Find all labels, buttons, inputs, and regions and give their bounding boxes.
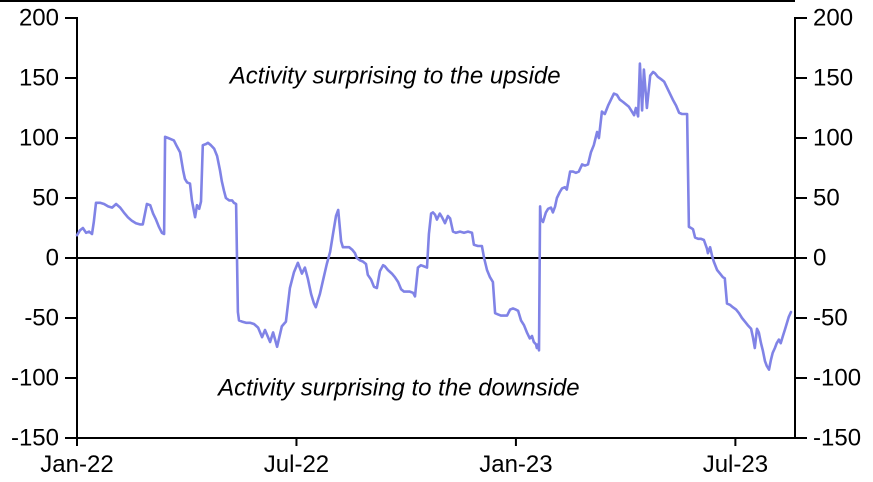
y-axis-label-right: -50 (813, 305, 848, 332)
y-axis-label-right: -100 (813, 365, 861, 392)
y-axis-label-left: 100 (19, 125, 59, 152)
x-axis-label: Jan-22 (40, 451, 113, 478)
y-axis-label-left: -100 (11, 365, 59, 392)
y-axis-label-right: 200 (813, 5, 853, 32)
y-axis-label-left: 150 (19, 65, 59, 92)
y-axis-label-right: 50 (813, 185, 840, 212)
y-axis-label-right: -150 (813, 425, 861, 452)
y-axis-label-right: 150 (813, 65, 853, 92)
y-axis-label-left: 50 (32, 185, 59, 212)
x-axis-label: Jan-23 (479, 451, 552, 478)
x-axis-label: Jul-22 (264, 451, 329, 478)
y-axis-label-right: 100 (813, 125, 853, 152)
y-axis-label-left: -50 (24, 305, 59, 332)
y-axis-label-left: -150 (11, 425, 59, 452)
series-line (75, 62, 793, 371)
y-axis-label-right: 0 (813, 245, 826, 272)
annotation-upside: Activity surprising to the upside (228, 63, 561, 90)
y-axis-label-left: 0 (46, 245, 59, 272)
x-axis-label: Jul-23 (703, 451, 768, 478)
annotation-downside: Activity surprising to the downside (216, 375, 580, 402)
y-axis-label-left: 200 (19, 5, 59, 32)
